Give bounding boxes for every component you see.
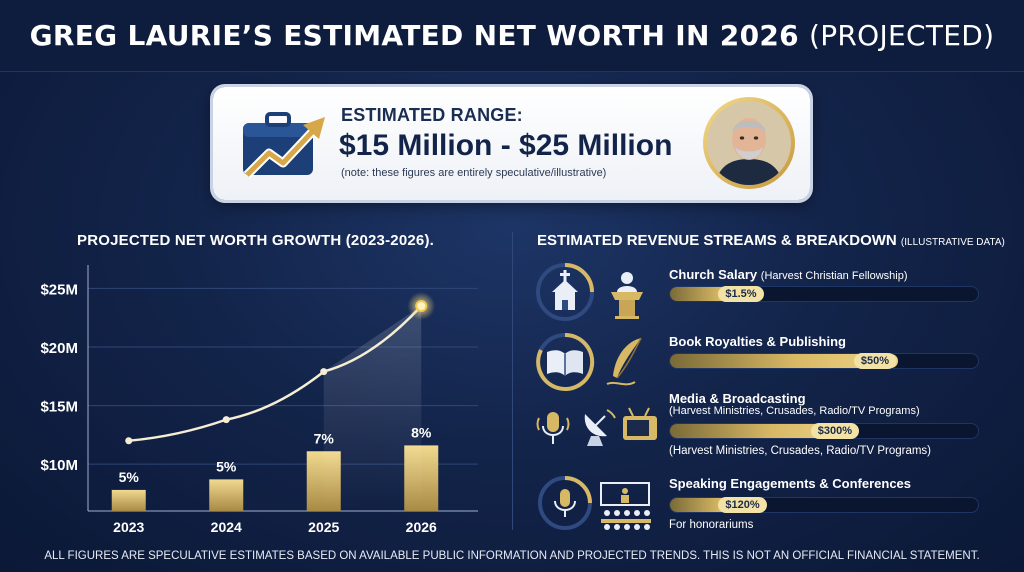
revenue-item-title: Media & Broadcasting <box>669 391 806 406</box>
series-line <box>128 305 423 442</box>
y-tick-label: $25M <box>40 281 78 298</box>
revenue-bar-fill <box>670 424 855 438</box>
revenue-item-title: Speaking Engagements & Conferences <box>669 476 912 491</box>
tv-icon <box>623 407 657 440</box>
pulpit-speaker-icon <box>611 272 643 319</box>
estimated-range-card: ESTIMATED RANGE: $15 Million - $25 Milli… <box>213 87 810 200</box>
revenue-bar-track: $1.5% <box>669 286 979 302</box>
revenue-item-detail: (Harvest Ministries, Crusades, Radio/TV … <box>669 405 920 417</box>
revenue-bar-track: $50% <box>669 353 979 369</box>
x-tick-label: 2023 <box>113 519 144 535</box>
avatar <box>703 97 795 189</box>
revenue-bar-value: $50% <box>853 353 897 369</box>
title-bar: GREG LAURIE’S ESTIMATED NET WORTH IN 202… <box>0 0 1024 72</box>
disclaimer-footer: ALL FIGURES ARE SPECULATIVE ESTIMATES BA… <box>44 550 980 562</box>
revenue-item-name: Church Salary (Harvest Christian Fellows… <box>669 267 908 282</box>
data-point <box>125 437 133 445</box>
y-tick-label: $15M <box>40 399 78 416</box>
portrait-image <box>707 101 791 185</box>
x-tick-label: 2025 <box>308 519 339 535</box>
revenue-bar-fill <box>670 354 898 368</box>
net-worth-growth-chart: $10M$15M$20M$25M 5%5%7%8% 20232024202520… <box>40 265 478 535</box>
briefcase-growth-icon <box>243 112 325 179</box>
page-title-main: GREG LAURIE’S ESTIMATED NET WORTH IN 202… <box>29 19 799 52</box>
y-tick-label: $10M <box>40 457 78 474</box>
page-title-suffix: (PROJECTED) <box>809 19 995 52</box>
revenue-item-subtitle: (Harvest Christian Fellowship) <box>760 270 908 282</box>
page-title: GREG LAURIE’S ESTIMATED NET WORTH IN 202… <box>30 19 995 52</box>
revenue-bar-value: $1.5% <box>718 286 764 302</box>
estimated-range-value: $15 Million - $25 Million <box>339 129 673 162</box>
microphone-icon <box>538 476 592 530</box>
revenue-item-title: Book Royalties & Publishing <box>669 334 846 349</box>
bar <box>209 479 244 511</box>
estimated-range-label: ESTIMATED RANGE: <box>341 105 523 125</box>
satellite-dish-icon <box>584 409 616 446</box>
bar <box>111 489 146 511</box>
y-tick-label: $20M <box>40 340 78 357</box>
church-icon <box>536 263 594 321</box>
revenue-title-sub: (ILLUSTRATIVE DATA) <box>900 237 1005 248</box>
section-divider <box>512 232 513 530</box>
revenue-item-title: Church Salary <box>669 267 758 282</box>
bar-value-label: 5% <box>119 469 140 485</box>
revenue-title-main: ESTIMATED REVENUE STREAMS & BREAKDOWN <box>537 232 897 249</box>
revenue-bar-value: $300% <box>810 423 860 439</box>
microphone-icon <box>536 412 570 444</box>
quill-pen-icon <box>606 337 642 386</box>
data-point <box>222 416 230 424</box>
growth-chart-title: PROJECTED NET WORTH GROWTH (2023-2026). <box>77 232 435 249</box>
revenue-item-note: (Harvest Ministries, Crusades, Radio/TV … <box>669 445 932 457</box>
revenue-bar-track: $120% <box>669 497 979 513</box>
data-point <box>320 368 328 376</box>
open-book-icon <box>536 332 595 391</box>
estimated-range-note: (note: these figures are entirely specul… <box>341 167 607 179</box>
revenue-item-note: For honorariums <box>669 519 754 531</box>
revenue-title: ESTIMATED REVENUE STREAMS & BREAKDOWN (I… <box>537 232 1005 249</box>
bar-value-label: 5% <box>216 458 237 474</box>
x-tick-label: 2026 <box>406 519 437 535</box>
data-point <box>415 300 428 312</box>
revenue-bar-track: $300% <box>669 423 979 439</box>
x-tick-label: 2024 <box>211 519 242 535</box>
area-highlight <box>323 306 422 511</box>
revenue-bar-value: $120% <box>718 497 767 513</box>
audience-icon <box>600 482 651 530</box>
